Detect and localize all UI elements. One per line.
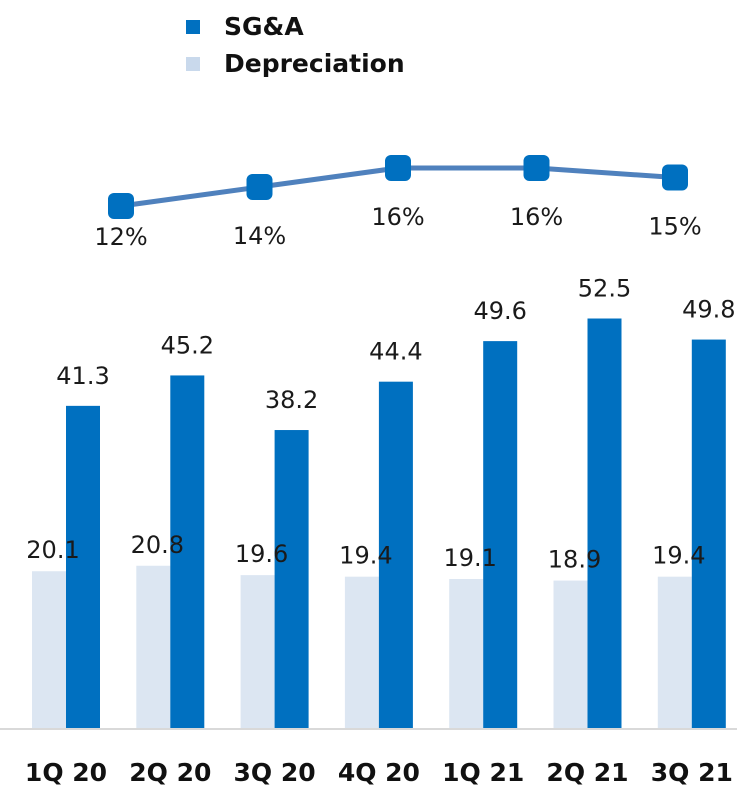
- data-label-sga-2: 38.2: [265, 386, 318, 414]
- line-marker-0: [108, 193, 134, 219]
- legend-label-depreciation: Depreciation: [224, 49, 405, 78]
- line-marker-1: [246, 174, 273, 200]
- legend-item-sga: SG&A: [186, 8, 405, 45]
- data-label-depreciation-2: 19.6: [235, 540, 288, 568]
- x-tick-label-6: 3Q 21: [651, 758, 733, 785]
- line-marker-2: [385, 155, 411, 181]
- line-marker-3: [523, 155, 550, 181]
- bar-depreciation-2: [240, 575, 275, 728]
- bar-sga-2: [274, 430, 309, 728]
- x-tick-label-0: 1Q 20: [25, 758, 107, 785]
- bar-sga-6: [691, 339, 726, 728]
- bar-sga-0: [66, 405, 100, 728]
- legend-label-sga: SG&A: [224, 12, 304, 41]
- legend-item-depreciation: Depreciation: [186, 45, 405, 82]
- bar-depreciation-0: [32, 571, 66, 728]
- data-label-sga-5: 52.5: [578, 275, 631, 303]
- line-label-4: 15%: [648, 213, 701, 241]
- bar-sga-1: [170, 375, 205, 728]
- line-label-1: 14%: [233, 222, 286, 250]
- legend-swatch-depreciation: [186, 56, 200, 71]
- bar-depreciation-5: [553, 580, 588, 728]
- data-label-sga-1: 45.2: [161, 331, 214, 359]
- x-tick-label-3: 4Q 20: [338, 758, 420, 785]
- bar-sga-5: [587, 318, 622, 728]
- legend: SG&A Depreciation: [186, 8, 405, 82]
- data-label-depreciation-0: 20.1: [26, 536, 79, 564]
- data-label-sga-3: 44.4: [369, 338, 422, 366]
- data-label-sga-0: 41.3: [56, 362, 109, 390]
- data-label-depreciation-3: 19.4: [339, 542, 392, 570]
- x-tick-label-5: 2Q 21: [546, 758, 628, 785]
- data-label-sga-4: 49.6: [473, 297, 526, 325]
- bar-depreciation-1: [136, 565, 171, 728]
- line-marker-4: [662, 164, 688, 191]
- x-tick-label-4: 1Q 21: [442, 758, 524, 785]
- legend-swatch-sga: [186, 19, 200, 34]
- data-label-sga-6: 49.8: [682, 296, 735, 324]
- line-label-2: 16%: [371, 203, 424, 231]
- data-label-depreciation-1: 20.8: [131, 531, 184, 559]
- bar-depreciation-6: [657, 576, 692, 728]
- x-tick-label-1: 2Q 20: [129, 758, 211, 785]
- bar-depreciation-4: [449, 579, 484, 728]
- x-tick-label-2: 3Q 20: [234, 758, 316, 785]
- data-label-depreciation-5: 18.9: [548, 546, 601, 574]
- bar-sga-3: [378, 381, 413, 728]
- line-label-3: 16%: [510, 203, 563, 231]
- bar-depreciation-3: [344, 576, 379, 728]
- line-label-0: 12%: [94, 223, 147, 251]
- data-label-depreciation-6: 19.4: [652, 542, 705, 570]
- bar-sga-4: [483, 341, 518, 728]
- data-label-depreciation-4: 19.1: [443, 544, 496, 572]
